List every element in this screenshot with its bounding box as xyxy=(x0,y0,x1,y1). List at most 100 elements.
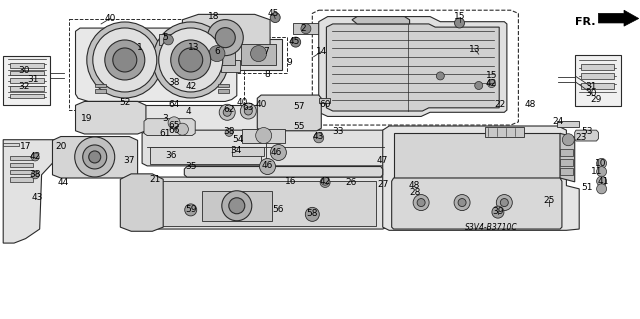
Polygon shape xyxy=(159,34,178,45)
Text: 51: 51 xyxy=(582,183,593,192)
Text: 7: 7 xyxy=(264,47,269,56)
Circle shape xyxy=(207,20,243,56)
Text: 16: 16 xyxy=(285,177,297,186)
Text: 45: 45 xyxy=(289,37,300,46)
Polygon shape xyxy=(10,177,33,182)
Text: 42: 42 xyxy=(486,79,497,88)
Polygon shape xyxy=(200,44,235,65)
Polygon shape xyxy=(159,181,376,226)
Circle shape xyxy=(596,184,607,194)
Polygon shape xyxy=(242,129,285,143)
Text: 20: 20 xyxy=(55,142,67,151)
Polygon shape xyxy=(3,143,19,146)
Text: 53: 53 xyxy=(582,127,593,136)
Text: S3V4-B3710C: S3V4-B3710C xyxy=(465,223,518,232)
Text: 28: 28 xyxy=(409,188,420,197)
Circle shape xyxy=(168,117,180,129)
Text: 13: 13 xyxy=(469,45,481,54)
Polygon shape xyxy=(76,101,146,134)
Text: 46: 46 xyxy=(262,161,273,170)
Circle shape xyxy=(251,46,267,62)
Text: 58: 58 xyxy=(307,209,318,218)
Text: 65: 65 xyxy=(168,121,180,130)
Text: 5: 5 xyxy=(163,33,168,42)
Text: 62: 62 xyxy=(223,105,235,114)
Text: 45: 45 xyxy=(268,9,279,18)
Polygon shape xyxy=(120,174,163,231)
Text: 40: 40 xyxy=(236,98,248,107)
Text: 57: 57 xyxy=(294,102,305,111)
Circle shape xyxy=(488,79,495,88)
Polygon shape xyxy=(144,119,195,136)
Polygon shape xyxy=(83,105,319,131)
Text: 24: 24 xyxy=(552,117,564,126)
Polygon shape xyxy=(560,149,573,156)
Circle shape xyxy=(159,28,223,92)
Circle shape xyxy=(219,104,236,120)
Circle shape xyxy=(314,133,324,143)
Polygon shape xyxy=(575,130,598,141)
Text: 38: 38 xyxy=(223,127,235,136)
Polygon shape xyxy=(184,167,383,177)
Polygon shape xyxy=(218,84,229,87)
Polygon shape xyxy=(142,130,389,166)
Polygon shape xyxy=(150,147,261,164)
Text: 48: 48 xyxy=(524,100,536,109)
Polygon shape xyxy=(10,63,44,68)
Circle shape xyxy=(225,128,233,137)
Circle shape xyxy=(215,28,236,48)
Circle shape xyxy=(260,159,275,174)
Circle shape xyxy=(229,198,245,214)
Polygon shape xyxy=(146,177,387,229)
Text: 30: 30 xyxy=(19,66,30,75)
Text: 38: 38 xyxy=(29,170,41,179)
Circle shape xyxy=(320,177,330,188)
Text: 32: 32 xyxy=(19,82,30,91)
Circle shape xyxy=(497,195,513,211)
Polygon shape xyxy=(76,28,237,101)
Circle shape xyxy=(454,195,470,211)
Polygon shape xyxy=(560,159,573,166)
Text: 19: 19 xyxy=(81,114,92,123)
Text: 35: 35 xyxy=(185,162,196,171)
Circle shape xyxy=(596,176,607,186)
Polygon shape xyxy=(326,24,499,111)
Text: 37: 37 xyxy=(124,156,135,165)
Polygon shape xyxy=(221,60,240,72)
Circle shape xyxy=(75,137,115,177)
Circle shape xyxy=(417,198,425,207)
Text: 54: 54 xyxy=(232,135,244,144)
Text: 59: 59 xyxy=(185,205,196,214)
Polygon shape xyxy=(10,94,44,98)
Polygon shape xyxy=(10,86,44,91)
Polygon shape xyxy=(560,133,575,182)
Polygon shape xyxy=(241,44,276,65)
Polygon shape xyxy=(485,127,524,137)
Polygon shape xyxy=(575,55,621,106)
Circle shape xyxy=(301,24,311,34)
Text: 10: 10 xyxy=(595,159,606,168)
Text: 60: 60 xyxy=(319,100,331,109)
Polygon shape xyxy=(581,83,614,89)
Circle shape xyxy=(185,204,196,216)
Circle shape xyxy=(500,198,508,207)
Text: 46: 46 xyxy=(271,148,282,157)
Circle shape xyxy=(223,108,231,116)
Text: 44: 44 xyxy=(57,178,68,187)
Circle shape xyxy=(83,145,107,169)
Text: 33: 33 xyxy=(332,127,344,136)
Polygon shape xyxy=(560,168,573,175)
Circle shape xyxy=(475,81,483,90)
Text: 38: 38 xyxy=(168,78,180,87)
Text: 13: 13 xyxy=(188,43,199,52)
Circle shape xyxy=(87,22,163,98)
Circle shape xyxy=(244,107,252,115)
Text: 36: 36 xyxy=(166,151,177,160)
Circle shape xyxy=(113,48,137,72)
Circle shape xyxy=(256,128,272,144)
Text: 43: 43 xyxy=(313,132,324,141)
Text: 64: 64 xyxy=(168,100,180,109)
Text: 18: 18 xyxy=(208,12,220,21)
Circle shape xyxy=(454,18,465,28)
Polygon shape xyxy=(557,121,579,127)
